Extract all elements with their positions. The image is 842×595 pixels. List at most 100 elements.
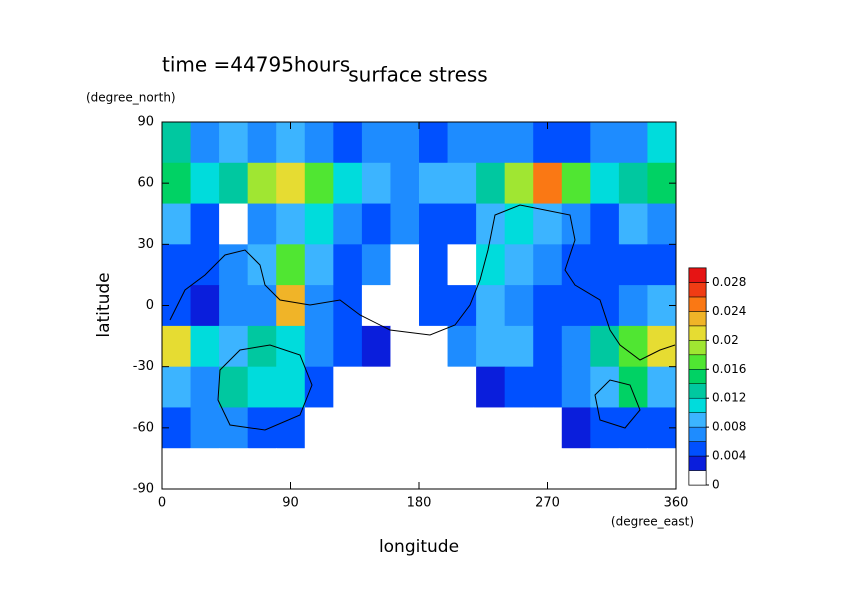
- field-cell: [447, 448, 477, 490]
- field-cell: [618, 325, 648, 368]
- field-cell: [590, 366, 620, 408]
- field-cell: [533, 407, 563, 449]
- field-cell: [162, 325, 192, 368]
- field-cell: [247, 448, 277, 490]
- field-cell: [219, 325, 249, 368]
- field-cell: [219, 448, 249, 490]
- field-cell: [504, 203, 534, 245]
- field-cell: [533, 285, 563, 327]
- field-cell: [590, 244, 620, 286]
- field-cell: [219, 285, 249, 327]
- field-cell: [504, 325, 534, 368]
- field-cell: [533, 203, 563, 245]
- field-cell: [304, 162, 334, 205]
- colorbar-label: 0.004: [712, 449, 746, 463]
- field-cell: [590, 203, 620, 245]
- colorbar-swatch: [688, 397, 707, 413]
- field-cell: [219, 407, 249, 449]
- field-cell: [361, 448, 391, 490]
- colorbar-swatch: [688, 383, 707, 399]
- field-cell: [333, 366, 363, 408]
- field-cell: [447, 366, 477, 408]
- field-cell: [476, 407, 506, 449]
- colorbar-label: 0.028: [712, 275, 746, 289]
- field-cell: [247, 162, 277, 205]
- field-cell: [447, 325, 477, 368]
- field-cell: [476, 244, 506, 286]
- field-cell: [361, 203, 391, 245]
- field-cell: [447, 244, 477, 286]
- field-cell: [561, 122, 591, 164]
- field-cell: [561, 325, 591, 368]
- y-tick-label: 30: [137, 237, 154, 252]
- field-cell: [419, 162, 449, 205]
- field-cell: [561, 162, 591, 205]
- field-cell: [590, 325, 620, 368]
- field-cell: [219, 244, 249, 286]
- colorbar-swatch: [688, 311, 707, 327]
- x-tick-label: 360: [664, 496, 689, 511]
- field-cell: [333, 122, 363, 164]
- field-cell: [304, 366, 334, 408]
- field-cell: [419, 366, 449, 408]
- field-cell: [419, 285, 449, 327]
- field-cell: [618, 122, 648, 164]
- field-cell: [476, 162, 506, 205]
- field-cell: [533, 366, 563, 408]
- field-cell: [162, 122, 192, 164]
- field-cell: [504, 162, 534, 205]
- field-cell: [190, 407, 220, 449]
- colorbar-label: 0.016: [712, 362, 746, 376]
- field-cell: [304, 407, 334, 449]
- colorbar-label: 0: [712, 478, 720, 492]
- field-cell: [447, 203, 477, 245]
- colorbar-label: 0.008: [712, 420, 746, 434]
- field-cell: [504, 407, 534, 449]
- field-cell: [162, 366, 192, 408]
- field-cell: [276, 162, 306, 205]
- field-cell: [504, 448, 534, 490]
- colorbar-swatch: [688, 340, 707, 356]
- coastlines: [169, 204, 676, 431]
- colorbar-swatch: [688, 412, 707, 428]
- colorbar-swatch: [688, 354, 707, 370]
- field-cell: [419, 407, 449, 449]
- field-cell: [276, 285, 306, 327]
- field-cell: [504, 244, 534, 286]
- field-cell: [390, 366, 420, 408]
- field-cell: [390, 407, 420, 449]
- field-cell: [304, 244, 334, 286]
- field-cell: [476, 448, 506, 490]
- field-cell: [190, 325, 220, 368]
- x-unit: (degree_east): [611, 515, 694, 529]
- field-cell: [333, 448, 363, 490]
- colorbar-label: 0.012: [712, 391, 746, 405]
- chart-title: surface stress: [348, 63, 487, 87]
- field-cell: [447, 162, 477, 205]
- field-cell: [276, 244, 306, 286]
- colorbar-swatch: [688, 267, 707, 283]
- field-cell: [361, 285, 391, 327]
- field-cell: [361, 366, 391, 408]
- field-cell: [533, 244, 563, 286]
- field-cell: [419, 325, 449, 368]
- field-cell: [304, 122, 334, 164]
- colorbar-swatch: [688, 426, 707, 442]
- y-tick-label: -30: [133, 359, 154, 374]
- field-cell: [247, 122, 277, 164]
- field-cell: [276, 366, 306, 408]
- y-tick-label: 90: [137, 115, 154, 130]
- field-cell: [590, 448, 620, 490]
- field-cell: [561, 203, 591, 245]
- y-tick-label: 60: [137, 176, 154, 191]
- field-cell: [561, 407, 591, 449]
- colorbar-swatch: [688, 441, 707, 457]
- field-cell: [618, 162, 648, 205]
- colorbar-label: 0.024: [712, 304, 746, 318]
- x-tick-label: 180: [407, 496, 432, 511]
- field-cell: [647, 366, 677, 408]
- colorbar-label: 0.02: [712, 333, 739, 347]
- field-cell: [219, 203, 249, 245]
- colorbar-swatch: [688, 325, 707, 341]
- field-cell: [447, 122, 477, 164]
